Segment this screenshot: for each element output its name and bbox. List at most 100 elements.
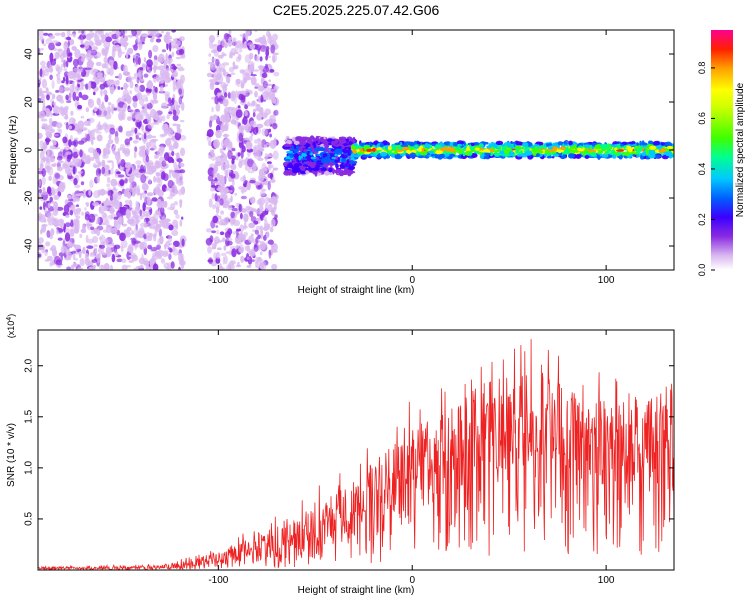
- snr-series-line: [38, 339, 674, 570]
- spectrogram-cell: [249, 179, 256, 184]
- spectrogram-cell: [247, 158, 254, 168]
- spectrogram-cell: [242, 115, 248, 125]
- spectrogram-cell: [568, 153, 575, 159]
- spectrogram-cell: [46, 132, 51, 140]
- spectrogram-cell: [657, 145, 662, 150]
- snr-y-tick-label: 1.5: [24, 409, 35, 423]
- spectrogram-cell: [285, 156, 290, 160]
- spectrogram-cell: [86, 133, 90, 142]
- spectrogram-cell: [349, 138, 354, 142]
- spectrogram-cell: [546, 143, 549, 147]
- spectrogram-cell: [309, 136, 316, 140]
- spectrogram-cell: [62, 163, 68, 168]
- spectrogram-cell: [245, 31, 250, 37]
- spectrogram-cell: [47, 202, 51, 209]
- spectrogram-cell: [101, 203, 104, 206]
- spectrogram-cell: [170, 261, 175, 269]
- spectrogram-cell: [74, 85, 79, 94]
- spectrogram-cell: [265, 231, 270, 238]
- spectrogram-cell: [261, 72, 268, 79]
- spectrogram-cell: [45, 38, 53, 45]
- spectrogram-cell: [65, 100, 72, 104]
- spectrogram-cell: [341, 157, 346, 163]
- spectrogram-cell: [316, 160, 322, 165]
- spectrogram-cell: [137, 121, 141, 130]
- spectrogram-cell: [95, 61, 102, 67]
- spectrogram-cell: [43, 201, 46, 211]
- spectrogram-cell: [363, 145, 368, 150]
- colorbar-tick-label: 0.2: [697, 213, 707, 226]
- spectrogram-cell: [132, 140, 139, 144]
- spectrogram-cell: [240, 255, 245, 263]
- spectrogram-cell: [119, 180, 125, 187]
- spectrogram-cell: [664, 142, 673, 148]
- spectrogram-cell: [49, 196, 53, 202]
- spectrogram-cell: [49, 262, 53, 267]
- spectrogram-cell: [250, 76, 257, 86]
- spectrogram-cell: [248, 52, 254, 60]
- snr-x-tick-label: 0: [409, 575, 415, 586]
- spectrogram-cell: [166, 114, 170, 120]
- spectrogram-cell: [331, 168, 335, 174]
- spectrogram-cell: [55, 122, 63, 129]
- spectrogram-cell: [220, 210, 225, 215]
- spectrogram-cell: [81, 94, 89, 101]
- spectrogram-cell: [328, 171, 333, 176]
- spectrogram-cell: [259, 251, 263, 256]
- spectrogram-cell: [610, 144, 618, 148]
- spectrogram-cell: [159, 85, 164, 93]
- spectrogram-cell: [271, 169, 275, 175]
- spectrogram-cell: [210, 179, 216, 187]
- spectrogram-cell: [652, 141, 660, 146]
- spectrogram-cell: [583, 144, 591, 148]
- spectrogram-cell: [106, 183, 110, 188]
- spectrogram-cell: [122, 149, 127, 154]
- spectrogram-cell: [380, 151, 388, 157]
- spectrogram-cell: [68, 198, 74, 202]
- spectrogram-cell: [215, 65, 221, 75]
- spectrogram-cell: [484, 152, 491, 156]
- spectrogram-cell: [65, 94, 69, 101]
- spectrogram-cell: [161, 160, 167, 167]
- spectrogram-cell: [103, 203, 107, 212]
- spectrogram-cell: [478, 143, 484, 147]
- spectrogram-cell: [113, 199, 121, 210]
- spectrogram-cell: [46, 158, 50, 163]
- spectrogram-cell: [575, 154, 582, 159]
- spectrogram-cell: [161, 102, 168, 109]
- spectrogram-cell: [54, 224, 61, 227]
- spectrogram-cell: [484, 141, 489, 145]
- spectrogram-cell: [222, 62, 230, 66]
- spectrogram-cell: [162, 173, 169, 182]
- spectrogram-cell: [274, 199, 279, 204]
- spectrogram-cell: [298, 155, 302, 161]
- spectrogram-cell: [120, 159, 126, 168]
- spectrogram-cell: [134, 84, 141, 93]
- spectrogram-cell: [88, 266, 96, 270]
- spectrogram-cell: [127, 75, 132, 83]
- spectrogram-cell: [124, 41, 128, 51]
- spectrogram-cell: [141, 182, 149, 191]
- spectrogram-cell: [179, 254, 183, 258]
- spectrogram-cell: [38, 47, 41, 56]
- spectrogram-cell: [233, 219, 241, 227]
- spectrogram-cell: [231, 113, 236, 122]
- spectrogram-cell: [492, 149, 499, 153]
- spectrogram-cell: [376, 147, 382, 151]
- spectrogram-cell: [45, 123, 48, 133]
- spectrogram-cell: [434, 150, 443, 155]
- spectrogram-cell: [97, 189, 101, 197]
- spectrogram-cell: [159, 221, 165, 227]
- spectrogram-cell: [486, 145, 492, 149]
- colorbar-gradient: [711, 30, 733, 270]
- spectrogram-cell: [40, 60, 46, 67]
- spectrogram-cell: [335, 168, 341, 173]
- spectrogram-cell: [133, 151, 137, 159]
- spectrogram-cell: [90, 49, 98, 56]
- spectrogram-cell: [219, 215, 222, 220]
- spectrogram-cell: [636, 142, 639, 147]
- spectrogram-cell: [115, 192, 122, 201]
- spectrogram-cell: [167, 235, 173, 243]
- spectrogram-cell: [470, 153, 478, 159]
- spectrogram-cell: [146, 88, 152, 93]
